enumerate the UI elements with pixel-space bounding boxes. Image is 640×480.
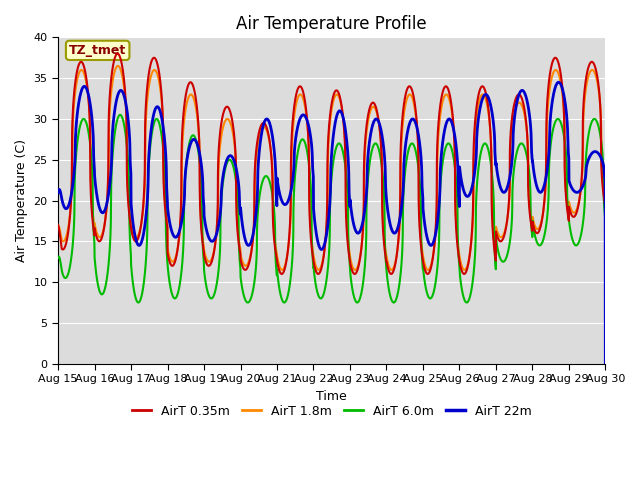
AirT 0.35m bbox=[117, 56, 125, 62]
AirT 1.8m bbox=[54, 222, 62, 228]
Line: AirT 1.8m: AirT 1.8m bbox=[58, 66, 605, 364]
AirT 22m bbox=[149, 115, 157, 120]
Legend: AirT 0.35m, AirT 1.8m, AirT 6.0m, AirT 22m: AirT 0.35m, AirT 1.8m, AirT 6.0m, AirT 2… bbox=[127, 400, 537, 423]
AirT 6.0m bbox=[116, 112, 124, 118]
AirT 6.0m bbox=[288, 263, 296, 268]
AirT 6.0m bbox=[264, 175, 272, 181]
Line: AirT 0.35m: AirT 0.35m bbox=[58, 54, 605, 364]
AirT 6.0m bbox=[591, 116, 598, 122]
AirT 22m bbox=[591, 149, 598, 155]
AirT 22m bbox=[602, 361, 609, 367]
AirT 0.35m bbox=[602, 361, 609, 367]
AirT 1.8m bbox=[591, 70, 598, 76]
AirT 0.35m bbox=[114, 51, 122, 57]
AirT 1.8m bbox=[288, 144, 296, 149]
Text: TZ_tmet: TZ_tmet bbox=[69, 44, 126, 57]
Line: AirT 6.0m: AirT 6.0m bbox=[58, 115, 605, 364]
AirT 0.35m bbox=[288, 131, 296, 137]
AirT 0.35m bbox=[591, 63, 598, 69]
AirT 0.35m bbox=[149, 55, 157, 61]
Line: AirT 22m: AirT 22m bbox=[58, 82, 605, 364]
AirT 0.35m bbox=[532, 229, 540, 235]
AirT 22m bbox=[116, 87, 124, 93]
AirT 1.8m bbox=[264, 132, 272, 138]
AirT 1.8m bbox=[114, 63, 122, 69]
AirT 0.35m bbox=[264, 130, 272, 136]
AirT 6.0m bbox=[602, 361, 609, 367]
AirT 1.8m bbox=[149, 68, 157, 73]
X-axis label: Time: Time bbox=[316, 390, 347, 403]
Title: Air Temperature Profile: Air Temperature Profile bbox=[236, 15, 427, 33]
AirT 6.0m bbox=[149, 123, 157, 129]
AirT 6.0m bbox=[532, 236, 540, 242]
AirT 1.8m bbox=[602, 361, 609, 367]
AirT 22m bbox=[264, 117, 272, 122]
AirT 22m bbox=[555, 79, 563, 85]
AirT 22m bbox=[288, 184, 296, 190]
AirT 1.8m bbox=[532, 225, 540, 231]
AirT 1.8m bbox=[117, 67, 125, 72]
AirT 0.35m bbox=[54, 222, 62, 228]
AirT 22m bbox=[532, 179, 540, 185]
AirT 22m bbox=[54, 190, 62, 195]
AirT 6.0m bbox=[54, 255, 62, 261]
AirT 6.0m bbox=[117, 112, 125, 118]
Y-axis label: Air Temperature (C): Air Temperature (C) bbox=[15, 139, 28, 262]
